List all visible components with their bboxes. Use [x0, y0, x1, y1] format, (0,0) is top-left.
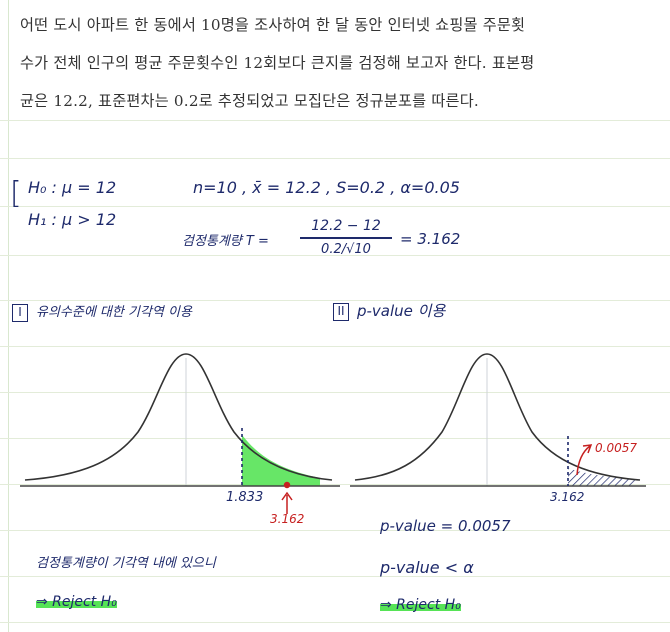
method2-number-box: II [333, 302, 349, 321]
method2-heading: II p-value 이용 [333, 300, 445, 321]
hypothesis-bracket: [ [10, 176, 22, 211]
statistic-value-label-2: 3.162 [550, 490, 585, 504]
ruled-line [0, 438, 670, 439]
method2-decision-text: ⇒ Reject H₀ [380, 597, 461, 613]
method2-decision: ⇒ Reject H₀ [380, 597, 461, 613]
method1-conclusion: 검정통계량이 기각역 내에 있으니 [36, 556, 216, 571]
method1-decision-text: ⇒ Reject H₀ [36, 594, 117, 610]
statistic-point [283, 481, 291, 489]
p-value-region [568, 468, 635, 486]
statistic-value-label-1: 3.162 [270, 512, 305, 526]
null-hypothesis: H₀ : μ = 12 [28, 178, 117, 197]
ruled-line [0, 158, 670, 159]
ruled-line [0, 120, 670, 121]
test-statistic-fraction: 12.2 − 12 0.2/√10 [300, 218, 392, 257]
ruled-line [0, 484, 670, 485]
ruled-line [0, 576, 670, 577]
method2-title: p-value 이용 [357, 302, 446, 320]
p-value-annotation: 0.0057 [595, 441, 637, 455]
alternative-hypothesis: H₁ : μ > 12 [28, 210, 117, 229]
bell-curve [24, 353, 333, 481]
method1-title: 유의수준에 대한 기각역 이용 [36, 305, 192, 320]
ruled-line [0, 530, 670, 531]
fraction-denominator: 0.2/√10 [321, 241, 371, 257]
normal-curve-rejection-region [20, 353, 340, 514]
method1-number-box: I [12, 303, 28, 322]
problem-line: 균은 12.2, 표준편차는 0.2로 추정되었고 모집단은 정규분포를 따른다… [20, 92, 479, 110]
critical-value-label: 1.833 [226, 490, 264, 505]
method1-heading: I 유의수준에 대한 기각역 이용 [12, 301, 192, 322]
fraction-bar [300, 237, 392, 239]
problem-line: 수가 전체 인구의 평균 주문횟수인 12회보다 큰지를 검정해 보고자 한다.… [20, 54, 535, 72]
problem-line: 어떤 도시 아파트 한 동에서 10명을 조사하여 한 달 동안 인터넷 쇼핑몰… [20, 16, 526, 34]
bell-curve [354, 353, 641, 481]
statistic-arrow-icon [281, 491, 293, 514]
margin-line [8, 0, 9, 632]
ruled-line [0, 392, 670, 393]
ruled-line [0, 255, 670, 256]
p-value-arrow-icon [576, 444, 593, 476]
ruled-line [0, 346, 670, 347]
test-statistic-result: = 3.162 [400, 230, 461, 248]
problem-statement: 어떤 도시 아파트 한 동에서 10명을 조사하여 한 달 동안 인터넷 쇼핑몰… [20, 6, 660, 120]
fraction-numerator: 12.2 − 12 [311, 218, 381, 234]
rejection-region-fill [242, 435, 320, 486]
test-statistic-label: 검정통계량 T = [182, 234, 269, 249]
ruled-line [0, 622, 670, 623]
ruled-line [0, 206, 670, 207]
method1-decision: ⇒ Reject H₀ [36, 594, 117, 610]
p-value-comparison: p-value < α [380, 558, 474, 577]
normal-curve-p-value [350, 353, 646, 487]
ruled-line [0, 300, 670, 301]
p-value-line: p-value = 0.0057 [380, 517, 511, 535]
given-values: n=10 , x̄ = 12.2 , S=0.2 , α=0.05 [193, 178, 460, 197]
